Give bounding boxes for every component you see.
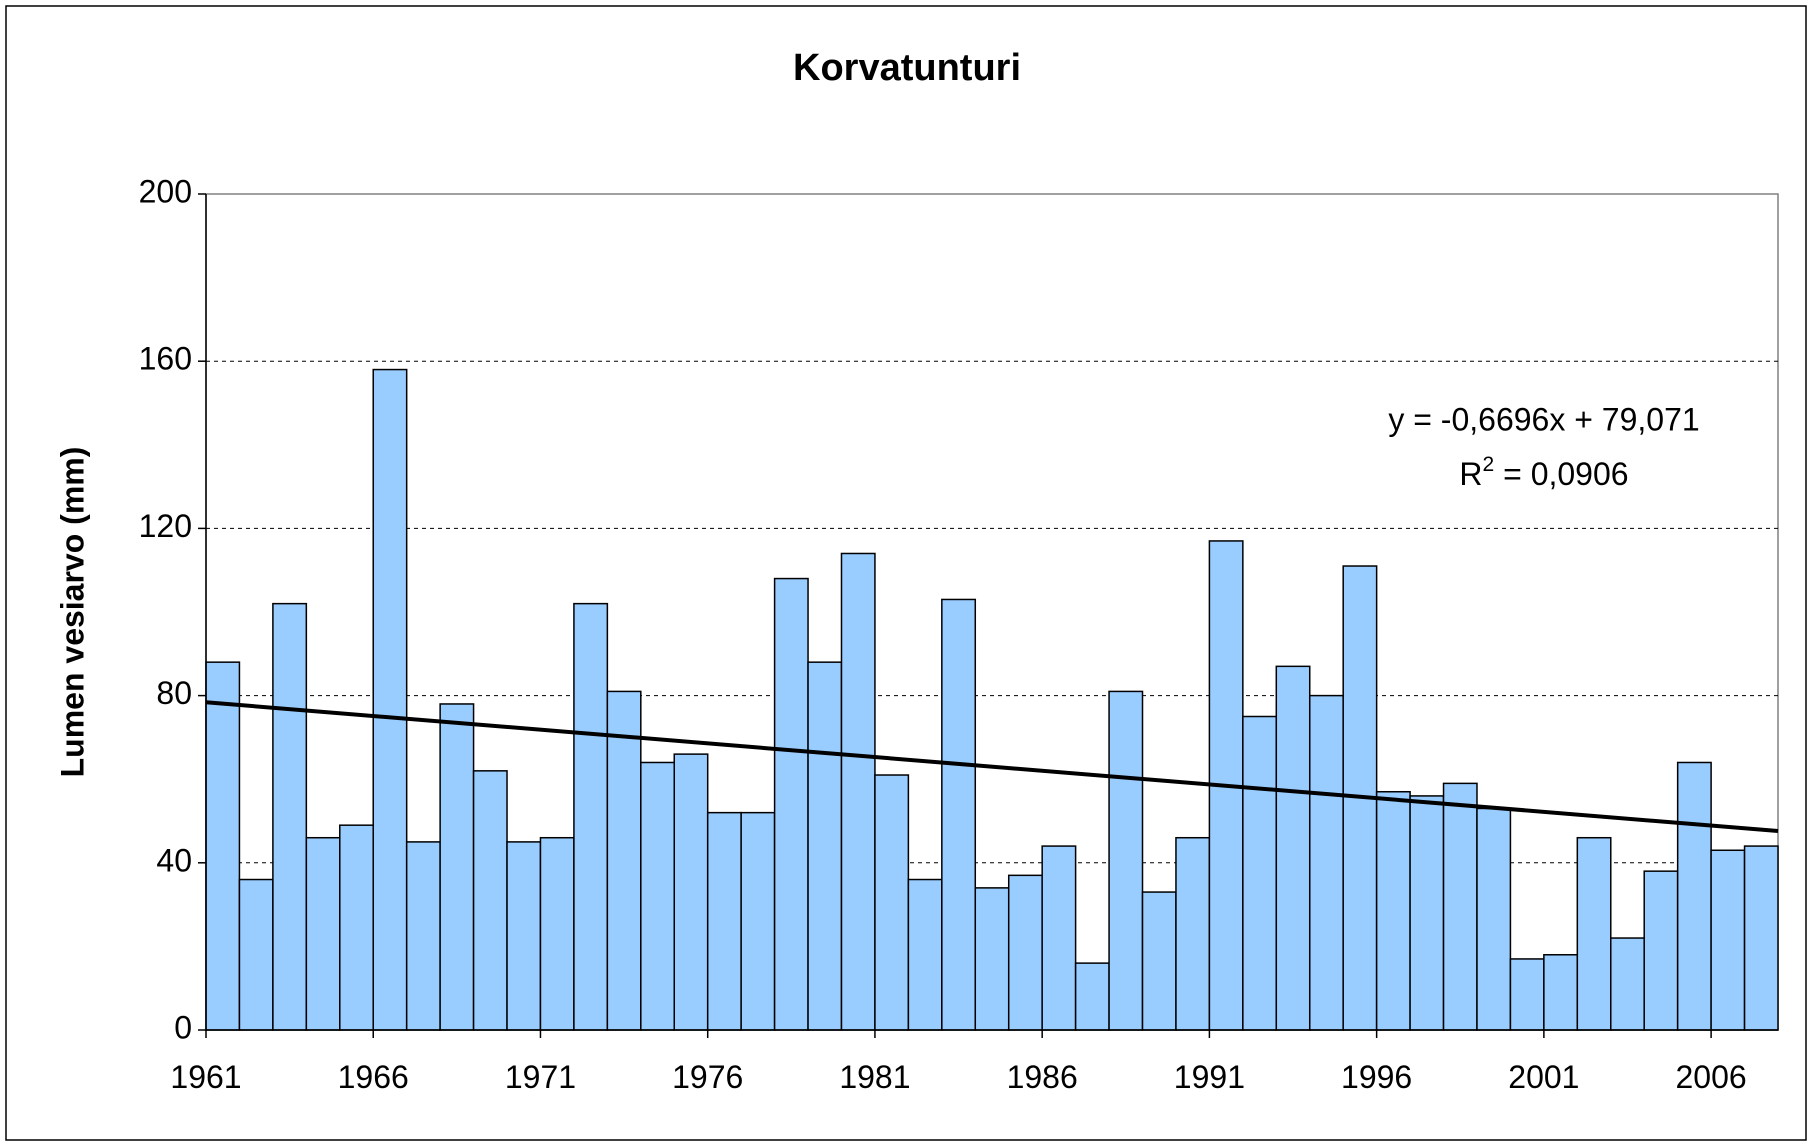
- bar: [539, 836, 575, 1031]
- bar: [439, 703, 475, 1031]
- bar: [941, 598, 977, 1031]
- bar: [1308, 694, 1344, 1031]
- x-tick-label: 1991: [1174, 1059, 1245, 1095]
- bar: [1108, 690, 1144, 1031]
- bar: [874, 774, 910, 1031]
- bar: [238, 878, 274, 1031]
- bar: [1275, 665, 1311, 1031]
- bar: [740, 811, 776, 1031]
- bar: [272, 602, 308, 1031]
- bar: [305, 836, 341, 1031]
- bar: [339, 824, 374, 1031]
- x-tick-label: 1961: [170, 1059, 241, 1095]
- bar: [1442, 782, 1478, 1031]
- r2-rest: = 0,0906: [1494, 456, 1628, 492]
- x-tick-label: 1996: [1341, 1059, 1412, 1095]
- x-tick-label: 1966: [338, 1059, 409, 1095]
- bar: [1041, 845, 1077, 1031]
- bar: [372, 368, 408, 1031]
- trend-r2: R2 = 0,0906: [1459, 453, 1628, 493]
- bar: [1576, 836, 1612, 1031]
- bar: [606, 690, 642, 1031]
- bar: [472, 770, 508, 1031]
- bar: [807, 661, 843, 1031]
- r2-base: R: [1459, 456, 1482, 492]
- bar: [706, 811, 742, 1031]
- bar: [573, 602, 609, 1031]
- bar: [974, 887, 1010, 1031]
- bar: [1710, 849, 1746, 1031]
- bar: [1743, 845, 1779, 1031]
- bar: [405, 841, 441, 1031]
- y-axis-label: Lumen vesiarvo (mm): [54, 447, 90, 778]
- bar: [1476, 807, 1512, 1031]
- x-tick-label: 1981: [839, 1059, 910, 1095]
- bar: [1175, 836, 1211, 1031]
- bar: [1242, 715, 1278, 1031]
- y-tick-label: 40: [156, 842, 192, 878]
- bar: [773, 577, 809, 1031]
- bar: [907, 878, 943, 1031]
- x-tick-label: 2001: [1508, 1059, 1579, 1095]
- bar: [1074, 962, 1110, 1031]
- bar: [673, 753, 709, 1031]
- bar: [205, 661, 241, 1031]
- chart-title: Korvatunturi: [793, 47, 1021, 89]
- trendline: [205, 700, 1779, 834]
- bar: [1375, 790, 1411, 1031]
- y-tick-label: 120: [139, 508, 192, 544]
- y-tick-label: 200: [139, 173, 192, 209]
- bar: [506, 841, 542, 1031]
- x-tick-label: 1986: [1007, 1059, 1078, 1095]
- x-tick-label: 1976: [672, 1059, 743, 1095]
- r2-sup: 2: [1483, 453, 1495, 476]
- y-tick-label: 160: [139, 341, 192, 377]
- y-tick-label: 80: [156, 675, 192, 711]
- bar: [1676, 761, 1712, 1031]
- bar: [1141, 891, 1177, 1031]
- bar: [1409, 795, 1445, 1031]
- bar: [1543, 954, 1579, 1031]
- bar: [1509, 958, 1545, 1031]
- y-tick-label: 0: [174, 1009, 192, 1045]
- trend-equation: y = -0,6696x + 79,071: [1388, 401, 1699, 437]
- bar: [1007, 874, 1043, 1031]
- bar: [1643, 870, 1679, 1031]
- bar: [1610, 937, 1645, 1031]
- bar: [640, 761, 676, 1031]
- x-tick-label: 1971: [505, 1059, 576, 1095]
- x-tick-label: 2006: [1676, 1059, 1747, 1095]
- bar: [840, 552, 876, 1031]
